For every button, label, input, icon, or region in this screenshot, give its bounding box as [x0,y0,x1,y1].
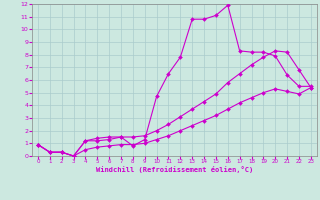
X-axis label: Windchill (Refroidissement éolien,°C): Windchill (Refroidissement éolien,°C) [96,166,253,173]
